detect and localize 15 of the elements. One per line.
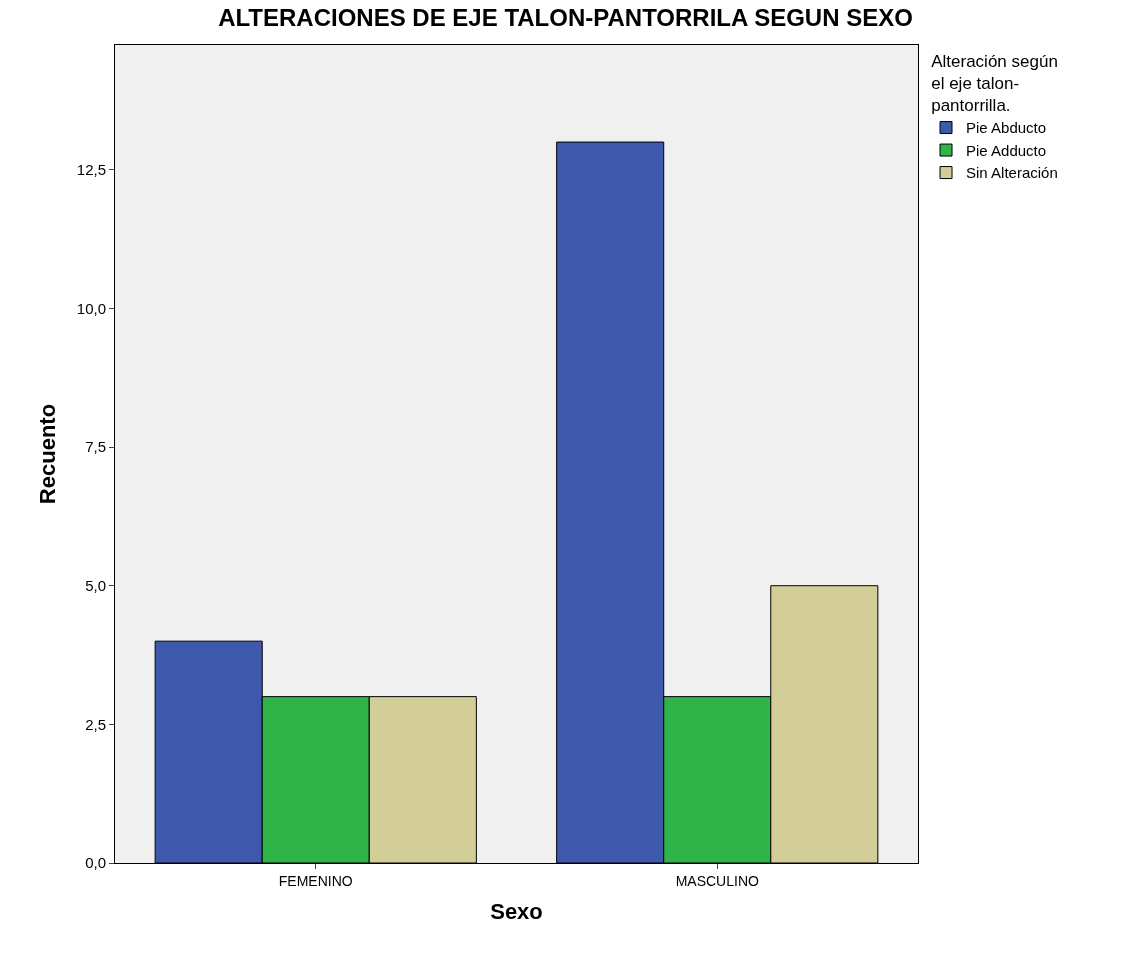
y-tick-label: 10,0	[76, 299, 106, 317]
legend-label: Pie Adducto	[966, 141, 1047, 159]
y-tick-label: 7,5	[85, 438, 106, 456]
legend-label: Sin Alteración	[966, 164, 1058, 182]
x-tick-label: FEMENINO	[278, 872, 353, 889]
x-axis-title: Sexo	[490, 898, 543, 924]
x-tick-label: MASCULINO	[675, 872, 759, 889]
legend-title: Alteración según el eje talon-pantorrilla.	[931, 52, 1058, 116]
y-tick-label: 12,5	[76, 161, 106, 179]
chart-title: ALTERACIONES DE EJE TALON-PANTORRILA SEGUN SEXO	[218, 4, 913, 32]
y-axis-title: Recuento	[34, 403, 60, 505]
y-tick-label: 0,0	[85, 854, 106, 872]
y-tick-label: 2,5	[85, 715, 106, 733]
y-tick-label: 5,0	[85, 576, 106, 594]
legend-label: Pie Abducto	[966, 119, 1047, 137]
